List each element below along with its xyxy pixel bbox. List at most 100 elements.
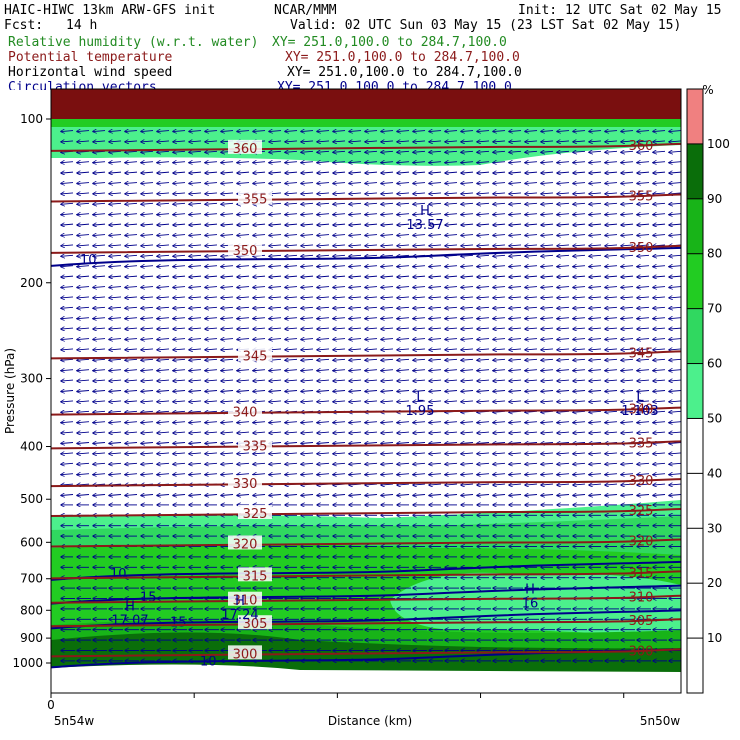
wind-vector <box>461 131 474 132</box>
wind-vector <box>557 255 570 256</box>
wind-vector <box>509 193 522 194</box>
wind-vector <box>637 224 650 225</box>
wind-vector <box>349 266 362 267</box>
wind-vector <box>541 193 554 194</box>
wind-vector <box>397 266 410 267</box>
extremum-marker: H <box>125 599 135 614</box>
wind-vector <box>189 276 202 277</box>
wind-vector <box>621 287 634 288</box>
field-speed-name: Horizontal wind speed <box>8 65 173 80</box>
wind-vector <box>605 151 618 152</box>
wind-vector <box>605 172 618 173</box>
y-axis-label: Pressure (hPa) <box>3 348 17 434</box>
wind-vector <box>61 193 74 194</box>
wind-vector <box>269 183 282 184</box>
wind-vector <box>301 224 314 225</box>
wind-vector <box>461 235 474 236</box>
wind-vector <box>189 245 202 246</box>
wind-vector <box>317 287 330 288</box>
wind-vector <box>429 151 442 152</box>
wind-vector <box>253 276 266 277</box>
wind-vector <box>509 214 522 215</box>
wind-vector <box>221 287 234 288</box>
wind-vector <box>381 214 394 215</box>
wind-vector <box>253 162 266 163</box>
wind-vector <box>365 276 378 277</box>
wind-vector <box>509 287 522 288</box>
wind-vector <box>493 276 506 277</box>
field-vec-name: Circulation vectors <box>8 80 157 90</box>
wind-vector <box>605 245 618 246</box>
wind-vector <box>413 131 426 132</box>
wind-vector <box>397 235 410 236</box>
wind-vector <box>381 131 394 132</box>
wind-vector <box>61 162 74 163</box>
wind-vector <box>621 224 634 225</box>
wind-vector <box>301 266 314 267</box>
wind-vector <box>477 255 490 256</box>
wind-vector <box>285 131 298 132</box>
wind-vector <box>429 193 442 194</box>
wind-vector <box>221 276 234 277</box>
wind-vector <box>173 276 186 277</box>
wind-vector <box>365 193 378 194</box>
wind-vector <box>141 203 154 204</box>
wind-vector <box>461 151 474 152</box>
wind-vector <box>93 255 106 256</box>
wind-vector <box>381 287 394 288</box>
wind-vector <box>429 287 442 288</box>
wind-vector <box>285 276 298 277</box>
colorbar-tick-label: 90 <box>707 192 722 206</box>
wind-vector <box>525 141 538 142</box>
theta-contour-label: 360 <box>233 142 258 157</box>
wind-vector <box>61 266 74 267</box>
wind-vector <box>541 255 554 256</box>
wind-vector <box>509 183 522 184</box>
wind-vector <box>445 162 458 163</box>
wind-vector <box>269 287 282 288</box>
wind-vector <box>173 255 186 256</box>
wind-vector <box>557 287 570 288</box>
wind-vector <box>589 235 602 236</box>
wind-vector <box>189 151 202 152</box>
wind-vector <box>269 224 282 225</box>
wind-vector <box>605 255 618 256</box>
colorbar-band <box>687 253 703 309</box>
wind-vector <box>141 183 154 184</box>
wind-vector <box>93 172 106 173</box>
theta-contour-label: 315 <box>243 569 268 584</box>
wind-vector <box>669 131 681 132</box>
wind-vector <box>605 203 618 204</box>
wind-vector <box>525 224 538 225</box>
wind-vector <box>125 287 138 288</box>
wind-vector <box>397 141 410 142</box>
wind-vector <box>173 214 186 215</box>
wind-vector <box>317 255 330 256</box>
wind-vector <box>429 224 442 225</box>
wind-vector <box>413 224 426 225</box>
wind-vector <box>189 203 202 204</box>
wind-vector <box>77 245 90 246</box>
init-time: Init: 12 UTC Sat 02 May 15 <box>518 3 722 18</box>
wind-vector <box>157 183 170 184</box>
wind-vector <box>157 151 170 152</box>
wind-vector <box>301 214 314 215</box>
wind-vector <box>557 141 570 142</box>
wind-vector <box>509 131 522 132</box>
wind-vector <box>189 266 202 267</box>
wind-vector <box>589 193 602 194</box>
wind-vector <box>413 183 426 184</box>
wind-vector <box>141 162 154 163</box>
wind-vector <box>173 224 186 225</box>
wind-vector <box>525 235 538 236</box>
wind-vector <box>557 235 570 236</box>
wind-vector <box>93 193 106 194</box>
wind-vector <box>621 214 634 215</box>
wind-vector <box>157 141 170 142</box>
wind-vector <box>317 266 330 267</box>
wind-vector <box>141 224 154 225</box>
wind-vector <box>77 193 90 194</box>
wind-vector <box>621 193 634 194</box>
wind-vector <box>157 297 170 298</box>
wind-vector <box>141 276 154 277</box>
